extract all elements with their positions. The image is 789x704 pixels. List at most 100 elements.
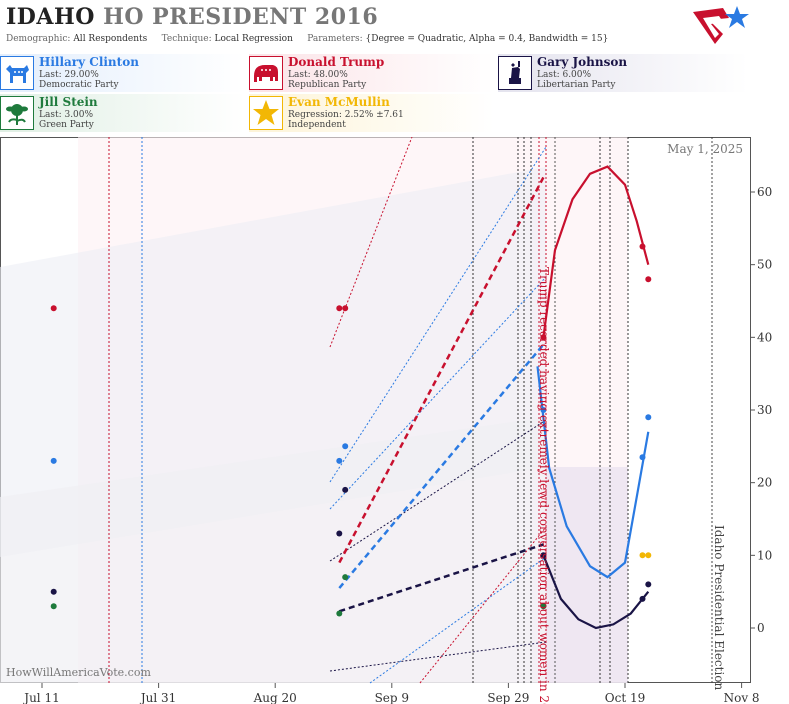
technique-value: Local Regression [214, 34, 293, 44]
statue-of-liberty-icon [498, 56, 532, 90]
legend-item-mcmullin: Evan McMullin Regression: 2.52% ±7.61 In… [249, 94, 494, 132]
poll-point-johnson-4 [639, 595, 646, 602]
projection-line-4 [329, 641, 547, 672]
projection-line-2 [329, 276, 547, 510]
legend-name-trump: Donald Trump [288, 55, 385, 69]
watermark: HowWillAmericaVote.com [6, 666, 151, 679]
poll-point-mcmullin-0 [639, 552, 646, 559]
poll-point-clinton-2 [342, 443, 349, 450]
legend-name-clinton: Hillary Clinton [39, 55, 139, 69]
x-tick-label-0: Jul 11 [22, 691, 59, 704]
donkey-icon [0, 56, 34, 90]
poll-point-clinton-5 [645, 414, 652, 421]
poll-point-clinton-4 [639, 454, 646, 461]
elephant-icon [249, 56, 283, 90]
legend-last-stein: Last: 3.00% [39, 110, 94, 120]
parameters-label: Parameters: [307, 34, 363, 44]
y-tick-label-1: 10 [757, 548, 772, 562]
confidence-bands [0, 137, 628, 683]
poll-point-clinton-0 [50, 457, 57, 464]
legend-name-stein: Jill Stein [39, 95, 98, 109]
poll-point-mcmullin-1 [645, 552, 652, 559]
demographic-label: Demographic: [6, 34, 71, 44]
x-tick-label-1: Jul 31 [139, 691, 176, 704]
trend-dashed-lines [338, 176, 545, 613]
legend-item-clinton: Hillary Clinton Last: 29.00% Democratic … [0, 54, 245, 92]
election-label: Idaho Presidential Election [712, 525, 726, 691]
poll-point-stein-3 [540, 603, 547, 610]
poll-point-stein-1 [336, 610, 343, 617]
regression-curves [536, 165, 650, 630]
event-annotation: Trump recorded having extremely lewd con… [537, 267, 551, 704]
projection-line-5 [369, 556, 547, 684]
flower-icon [0, 96, 34, 130]
title-rest: HO PRESIDENT 2016 [103, 4, 379, 30]
projection-line-6 [419, 526, 547, 684]
projection-line-3 [329, 419, 547, 562]
poll-point-johnson-0 [50, 588, 57, 595]
x-tick-label-4: Sep 29 [487, 691, 529, 704]
legend-name-johnson: Gary Johnson [537, 55, 628, 69]
title-state: IDAHO [6, 4, 95, 30]
poll-point-johnson-2 [342, 486, 349, 493]
site-logo [693, 6, 749, 44]
legend-last-johnson: Last: 6.00% [537, 70, 592, 80]
poll-point-trump-5 [645, 276, 652, 283]
demographic-value: All Respondents [73, 34, 148, 44]
band-recent [546, 467, 628, 683]
parameters-line: Demographic: All Respondents Technique: … [6, 34, 608, 44]
legend-party-trump: Republican Party [288, 80, 367, 90]
poll-point-trump-4 [639, 243, 646, 250]
y-tick-label-3: 30 [757, 403, 772, 417]
x-tick-label-6: Nov 8 [724, 691, 760, 704]
legend-party-stein: Green Party [39, 120, 94, 130]
legend-item-johnson: Gary Johnson Last: 6.00% Libertarian Par… [498, 54, 748, 92]
parameters-value: {Degree = Quadratic, Alpha = 0.4, Bandwi… [365, 34, 609, 44]
poll-point-trump-3 [540, 334, 547, 341]
poll-point-clinton-3 [540, 407, 547, 413]
poll-point-johnson-1 [336, 530, 343, 537]
event-lines [108, 137, 713, 683]
x-tick-label-2: Aug 20 [253, 691, 297, 704]
band-johnson [0, 417, 546, 683]
legend-name-mcmullin: Evan McMullin [288, 95, 390, 109]
trend-dashed-johnson [338, 543, 544, 613]
legend-party-mcmullin: Independent [288, 120, 346, 130]
legend-regression-mcmullin: Regression: 2.52% ±7.61 [288, 110, 404, 120]
poll-points [50, 243, 652, 617]
projection-lines [329, 137, 547, 684]
y-axis-ticks: 0 10 20 30 40 50 60 [750, 185, 772, 635]
chart-plot: Jul 11 Jul 31 Aug 20 Sep 9 Sep 29 Oct 19 Nov 8… [0, 137, 772, 704]
y-tick-label-5: 50 [757, 258, 772, 272]
poll-point-trump-0 [50, 305, 57, 312]
y-tick-label-6: 60 [757, 185, 772, 199]
y-tick-label-0: 0 [757, 621, 765, 635]
projection-line-1 [329, 146, 547, 483]
x-axis-ticks: Jul 11 Jul 31 Aug 20 Sep 9 Sep 29 Oct 19 Nov 8 [22, 683, 760, 704]
regression-curve-clinton [536, 366, 650, 579]
poll-point-stein-2 [342, 574, 349, 581]
legend-item-trump: Donald Trump Last: 48.00% Republican Par… [249, 54, 494, 92]
poll-point-clinton-1 [336, 457, 343, 464]
poll-point-trump-1 [336, 305, 343, 312]
x-tick-label-5: Oct 19 [605, 691, 645, 704]
technique-label: Technique: [161, 34, 212, 44]
poll-point-stein-0 [50, 603, 57, 610]
x-tick-label-3: Sep 9 [375, 691, 409, 704]
regression-curve-johnson [542, 554, 650, 630]
page-title: IDAHO HO PRESIDENT 2016 [6, 4, 378, 30]
regression-curve-trump [542, 165, 650, 338]
poll-point-johnson-5 [645, 581, 652, 588]
legend-item-stein: Jill Stein Last: 3.00% Green Party [0, 94, 245, 132]
legend-last-clinton: Last: 29.00% [39, 70, 99, 80]
trend-dashed-trump [338, 176, 545, 564]
trend-dashed-clinton [338, 343, 545, 589]
y-tick-label-4: 40 [757, 330, 772, 344]
legend-party-clinton: Democratic Party [39, 80, 119, 90]
projection-line-0 [329, 137, 413, 348]
star-icon [249, 96, 283, 130]
poll-point-johnson-3 [540, 552, 547, 559]
y-tick-label-2: 20 [757, 476, 772, 490]
legend-last-trump: Last: 48.00% [288, 70, 348, 80]
legend-party-johnson: Libertarian Party [537, 80, 616, 90]
